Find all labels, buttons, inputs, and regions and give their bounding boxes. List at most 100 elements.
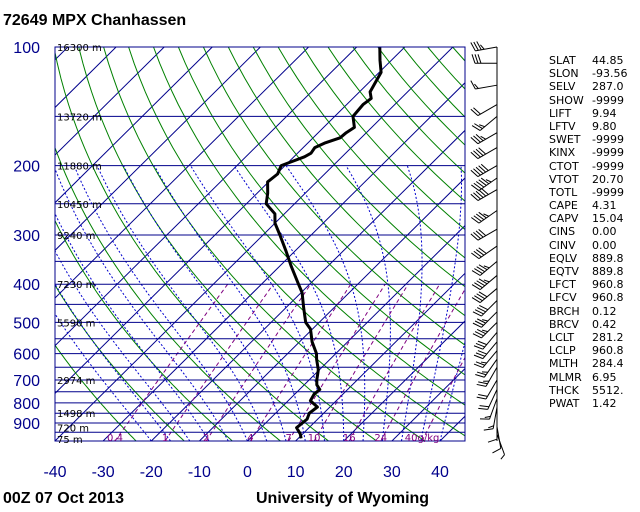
index-value: 4.31 — [592, 199, 617, 213]
temperature-tick-label: -10 — [188, 464, 211, 481]
index-name: CAPV — [549, 212, 579, 226]
index-name: BRCV — [549, 317, 579, 331]
index-row: MLMR 6.95 — [549, 371, 639, 384]
index-name: LFCT — [549, 278, 576, 292]
isotherm-line — [150, 129, 465, 441]
wind-barb — [476, 367, 498, 387]
isotherm-line — [102, 82, 465, 441]
index-row: LFCV 960.8 — [549, 291, 639, 304]
height-label: 16300 m — [57, 43, 102, 54]
index-value: 5512. — [592, 383, 624, 397]
index-name: SHOW — [549, 93, 584, 107]
index-name: THCK — [549, 383, 579, 397]
moist-adiabat-line — [420, 165, 462, 441]
wind-barb — [471, 115, 498, 131]
index-value: 0.12 — [592, 304, 617, 318]
plot-area — [55, 47, 465, 441]
index-name: SLAT — [549, 54, 576, 67]
dry-adiabat-line — [78, 47, 377, 441]
mixing-ratio-label: 7 — [285, 433, 291, 444]
index-row: CAPE 4.31 — [549, 199, 639, 212]
index-row: BRCH 0.12 — [549, 305, 639, 318]
isotherm-line — [343, 320, 465, 441]
index-row: SWET -9999 — [549, 133, 639, 146]
index-row: EQLV 889.8 — [549, 252, 639, 265]
wind-barb — [470, 147, 498, 160]
isotherm-line — [295, 272, 465, 441]
mixing-ratio-label: 10 — [308, 433, 321, 444]
index-name: LFTV — [549, 119, 576, 133]
index-value: 960.8 — [592, 291, 624, 305]
index-row: THCK 5512. — [549, 384, 639, 397]
height-label: 11880 m — [57, 162, 102, 173]
wind-barb — [475, 358, 498, 378]
index-name: MLTH — [549, 357, 579, 371]
wind-barb — [471, 177, 498, 192]
moist-adiabat-line — [153, 165, 306, 441]
index-value: 287.0 — [592, 80, 624, 94]
mixing-ratio-line — [205, 283, 312, 441]
wind-barb — [471, 260, 498, 276]
wind-barb — [470, 228, 498, 241]
index-value: 9.80 — [592, 119, 617, 133]
mixing-ratio-label: 4 — [247, 433, 253, 444]
moist-adiabat-line — [285, 165, 366, 441]
height-label: 75 m — [57, 435, 83, 446]
isotherm-line — [55, 47, 309, 299]
index-value: -9999 — [592, 133, 624, 147]
index-value: 0.42 — [592, 317, 617, 331]
station-title: 72649 MPX Chanhassen — [3, 12, 187, 29]
wind-barb — [471, 275, 498, 291]
wind-barb — [470, 41, 498, 52]
pressure-tick-label: 400 — [13, 277, 40, 294]
index-row: LCLT 281.2 — [549, 331, 639, 344]
wind-barb — [471, 245, 498, 260]
wind-barb — [472, 300, 498, 317]
index-value: 284.4 — [592, 357, 624, 371]
wind-barb — [473, 350, 498, 369]
wind-barb — [471, 210, 498, 224]
index-name: SLON — [549, 67, 579, 81]
index-row: EQTV 889.8 — [549, 265, 639, 278]
index-row: SLAT 44.85 — [549, 54, 639, 67]
height-label: 5590 m — [57, 318, 95, 329]
pressure-tick-label: 900 — [13, 416, 40, 433]
index-name: CINS — [549, 225, 576, 239]
index-value: -9999 — [592, 159, 624, 173]
mixing-ratio-label: 24 — [374, 433, 387, 444]
wind-barb — [473, 332, 498, 350]
height-label: 7230 m — [57, 280, 95, 291]
wind-barb — [483, 406, 498, 431]
index-row: TOTL -9999 — [549, 186, 639, 199]
index-value: 0.00 — [592, 225, 617, 239]
observation-date: 00Z 07 Oct 2013 — [3, 490, 124, 507]
index-value: 960.8 — [592, 278, 624, 292]
index-value: 15.04 — [592, 212, 624, 226]
moist-adiabat-line — [96, 165, 268, 441]
index-name: PWAT — [549, 396, 580, 410]
height-label: 2974 m — [57, 376, 95, 387]
index-value: 281.2 — [592, 330, 624, 344]
wind-barb — [472, 322, 498, 339]
index-row: KINX -9999 — [549, 146, 639, 159]
temperature-tick-label: -20 — [140, 464, 163, 481]
index-value: 960.8 — [592, 344, 624, 358]
isotherm-line — [55, 47, 165, 156]
mixing-ratio-label: 16 — [343, 433, 356, 444]
wind-barb — [470, 187, 498, 201]
index-value: 20.70 — [592, 172, 624, 186]
index-row: MLTH 284.4 — [549, 357, 639, 370]
isotherm-line — [55, 47, 358, 347]
index-name: CAPE — [549, 199, 578, 213]
temperature-tick-label: 30 — [383, 464, 401, 481]
wind-barb — [479, 398, 498, 420]
mixing-ratio-label: 2 — [203, 433, 209, 444]
index-name: TOTL — [549, 185, 578, 199]
wind-barb — [471, 54, 497, 64]
mixing-ratio-line — [313, 283, 409, 441]
wind-barb — [470, 132, 498, 145]
index-row: LFTV 9.80 — [549, 120, 639, 133]
pressure-tick-label: 800 — [13, 396, 40, 413]
wind-barb — [472, 311, 498, 328]
